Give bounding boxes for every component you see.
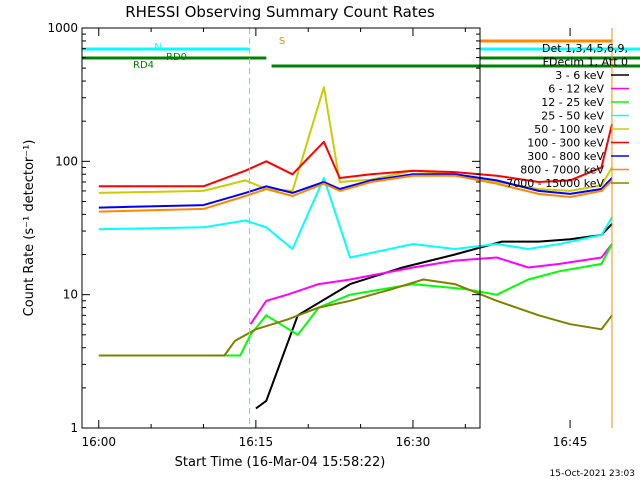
y-tick-label-2: 100 [55,154,78,168]
legend-label-5: 100 - 300 keV [527,137,604,150]
flag-label-n: N [154,42,161,53]
x-tick-label-2: 16:30 [396,435,431,449]
vertical-markers [249,28,613,428]
flag-bars: N S RD0 RD4 [82,36,640,71]
legend-label-0: 3 - 6 keV [555,69,604,82]
flag-label-s: S [279,36,285,47]
flag-label-rd0: RD0 [166,52,187,63]
x-axis-label: Start Time (16-Mar-04 15:58:22) [175,455,386,470]
x-tick-label-1: 16:15 [239,435,274,449]
series-line-1-segment-0 [249,243,613,325]
y-tick-label-1: 10 [63,288,78,302]
legend-label-1: 6 - 12 keV [548,83,604,96]
x-tick-label-0: 16:00 [81,435,116,449]
legend-label-2: 12 - 25 keV [541,96,604,109]
x-tick-label-3: 16:45 [553,435,588,449]
legend-label-7: 800 - 7000 keV [520,164,604,177]
series-line-6-segment-0 [98,173,613,209]
axes: 16:0016:1516:3016:4517:0017:1517:3011010… [47,21,588,449]
legend: Det 1,3,4,5,6,9,FDecim 1, Att 03 - 6 keV… [506,42,629,190]
legend-label-3: 25 - 50 keV [541,110,604,123]
legend-header-line-1: FDecim 1, Att 0 [543,56,628,69]
legend-header-line-0: Det 1,3,4,5,6,9, [542,42,628,55]
flag-label-rd4: RD4 [133,60,154,71]
legend-label-8: 7000 - 15000 keV [506,177,604,190]
footer-date: 15-Oct-2021 23:03 [550,469,635,479]
series-line-0-segment-0 [255,223,613,410]
series-line-8-segment-0 [98,278,613,357]
legend-label-4: 50 - 100 keV [534,123,604,136]
series-line-7-segment-0 [98,174,613,213]
plot-frame [81,27,481,429]
series-line-3-segment-0 [98,177,613,259]
series-line-5-segment-0 [98,123,613,188]
y-tick-label-0: 1 [70,421,78,435]
legend-label-6: 300 - 800 keV [527,150,604,163]
y-tick-label-3: 1000 [47,21,78,35]
series-lines [98,86,613,410]
y-axis-label: Count Rate (s⁻¹ detector⁻¹) [22,140,37,317]
chart-title: RHESSI Observing Summary Count Rates [125,3,435,21]
